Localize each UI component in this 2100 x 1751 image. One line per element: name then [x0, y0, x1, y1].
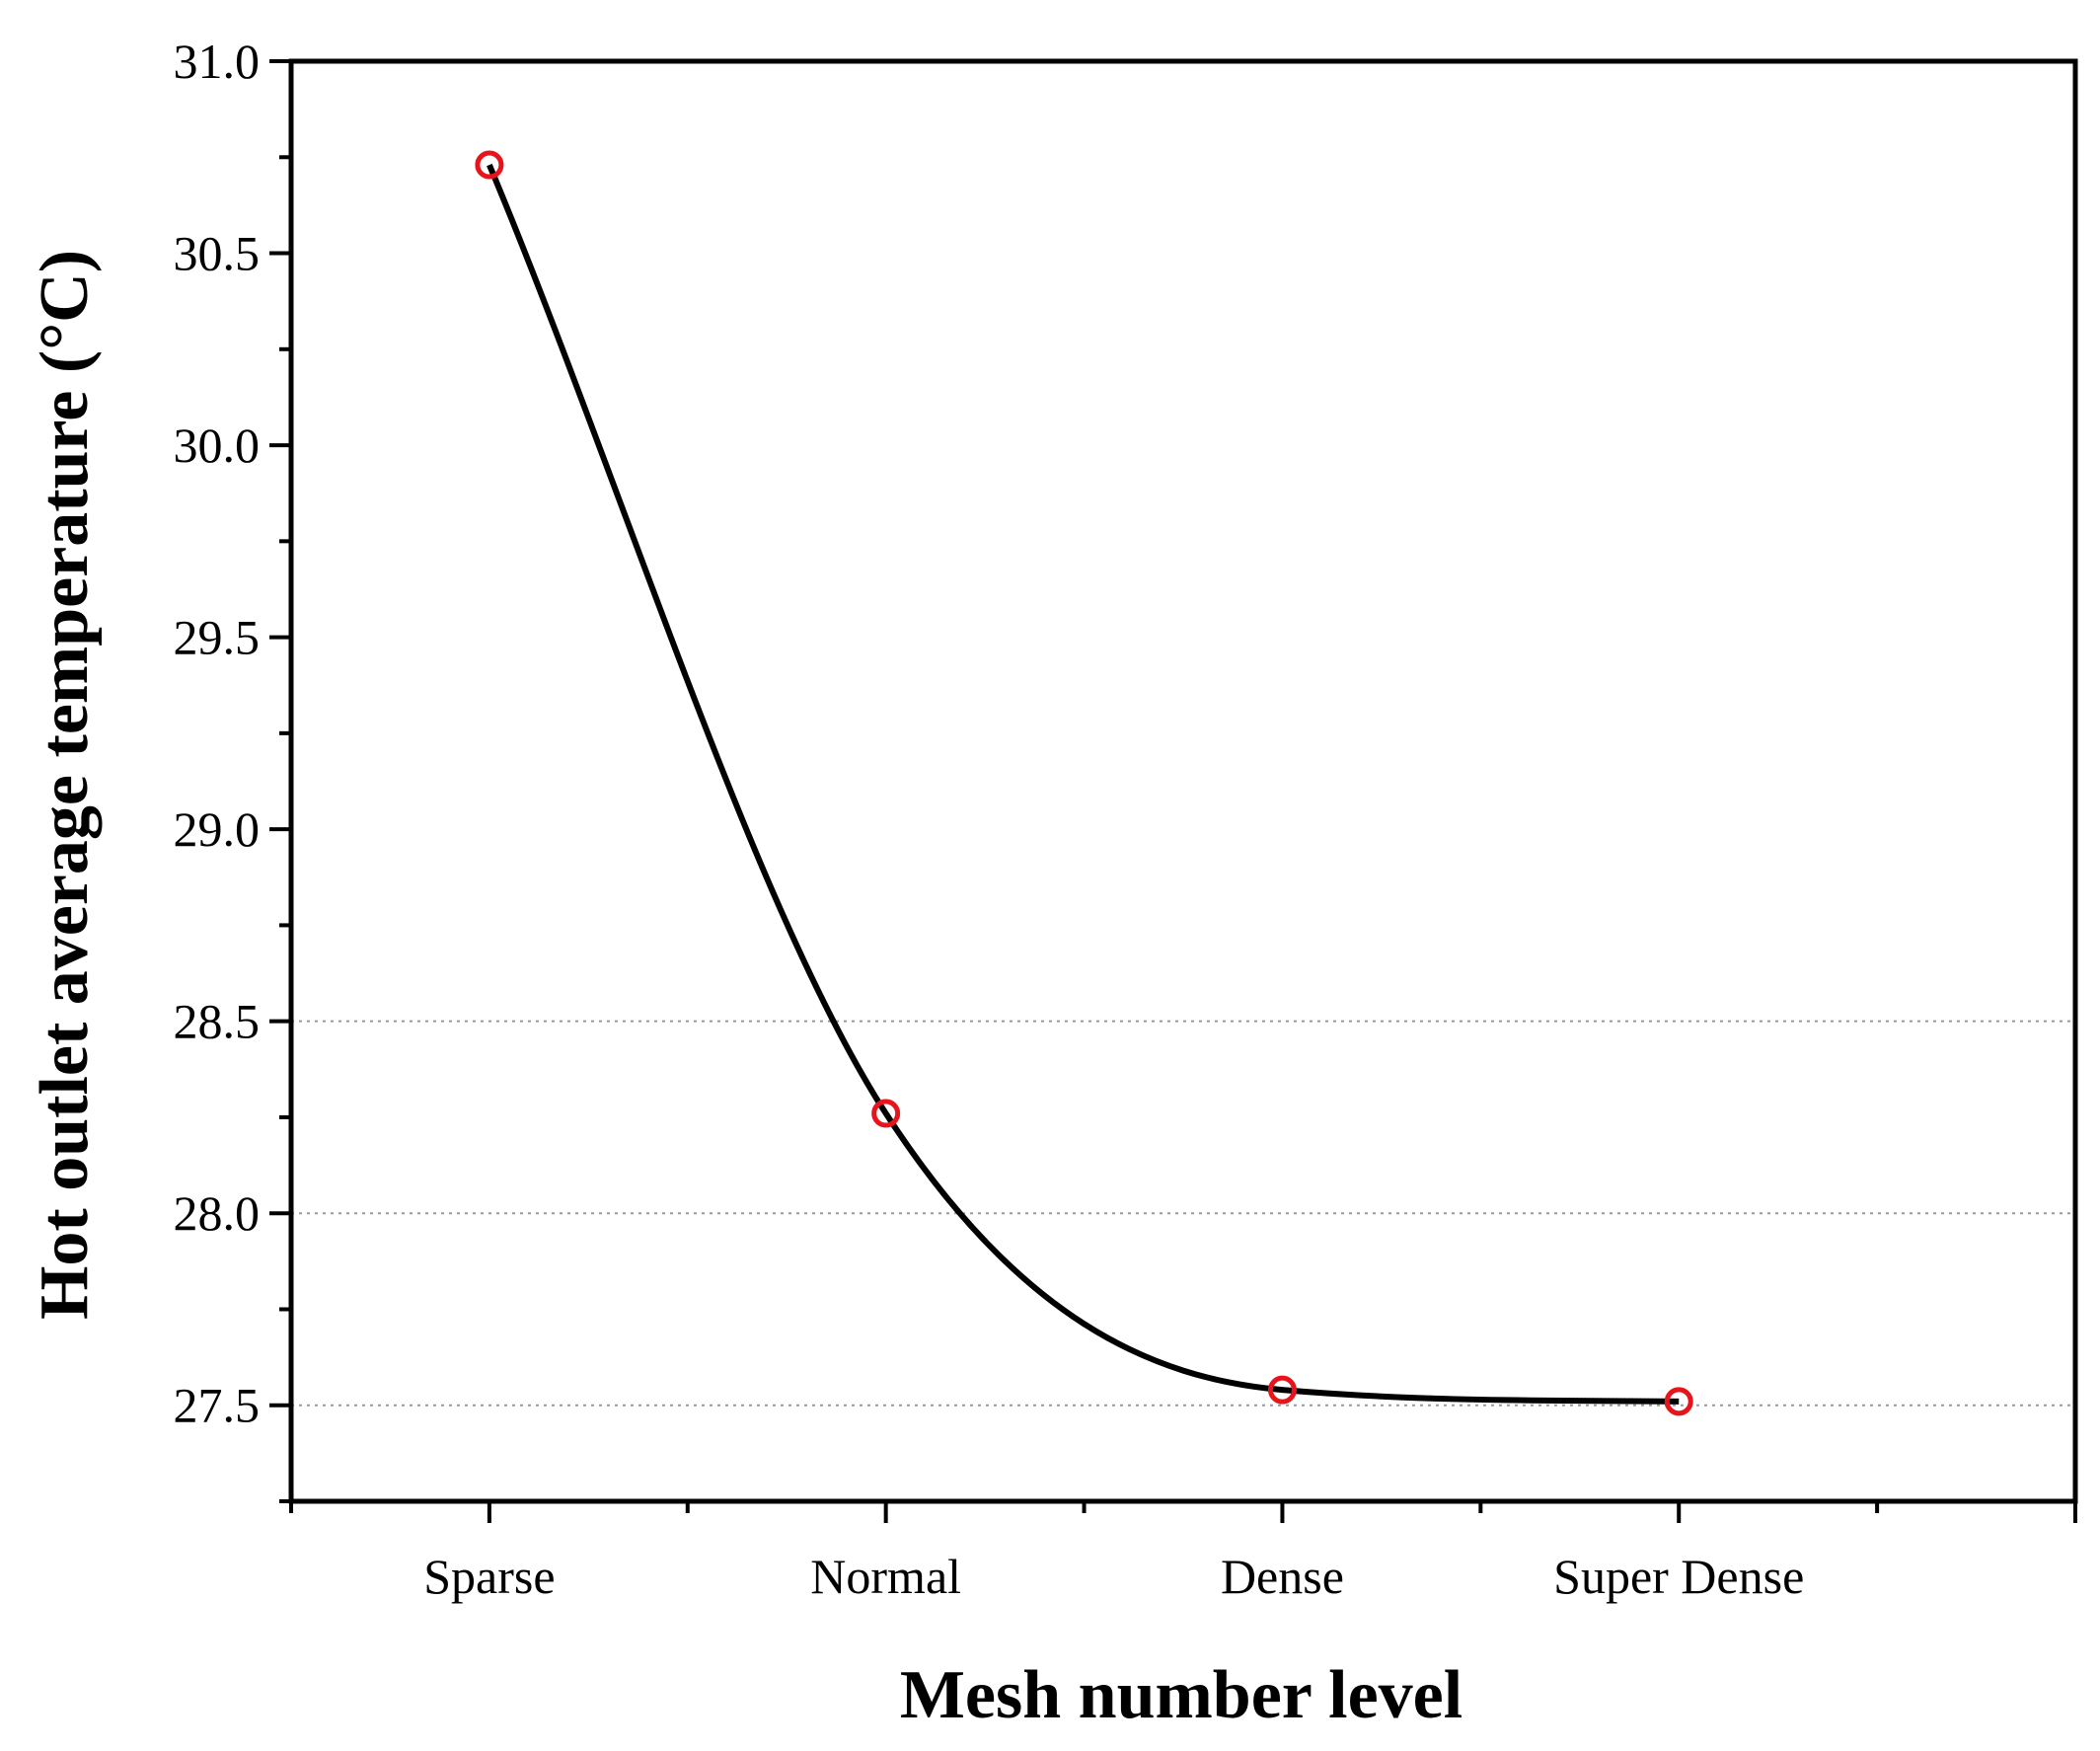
data-point-normal — [871, 1099, 901, 1128]
series-curve — [487, 163, 1680, 1405]
data-point-sparse — [475, 150, 504, 180]
y-axis-title: Hot outlet average temperature (°C) — [27, 250, 103, 1320]
y-tick-label: 29.0 — [174, 801, 261, 857]
plot-frame — [288, 58, 2078, 1504]
x-tick-label: Sparse — [423, 1549, 555, 1604]
plot-border — [288, 58, 2078, 1504]
x-tick-label: Super Dense — [1553, 1549, 1804, 1604]
y-tick-label: 29.5 — [174, 610, 261, 665]
series-line — [487, 163, 1680, 1405]
reference-lines — [291, 1020, 2075, 1407]
data-point-super-dense — [1664, 1387, 1693, 1416]
x-axis: Sparse Normal Dense Super Dense — [289, 1501, 2077, 1604]
y-tick-label: 30.5 — [174, 226, 261, 281]
x-tick-label: Dense — [1221, 1549, 1344, 1604]
data-markers — [475, 150, 1693, 1416]
y-tick-label: 28.5 — [174, 994, 261, 1049]
x-tick-label: Normal — [810, 1549, 961, 1604]
y-tick-label: 28.0 — [174, 1185, 261, 1241]
data-point-dense — [1267, 1375, 1297, 1405]
y-axis: 27.5 28.0 28.5 29.0 29.5 30.0 30.5 31.0 — [174, 34, 291, 1503]
x-axis-title: Mesh number level — [900, 1657, 1462, 1733]
y-tick-label: 27.5 — [174, 1378, 261, 1433]
y-tick-label: 30.0 — [174, 418, 261, 473]
y-tick-label: 31.0 — [174, 34, 261, 89]
